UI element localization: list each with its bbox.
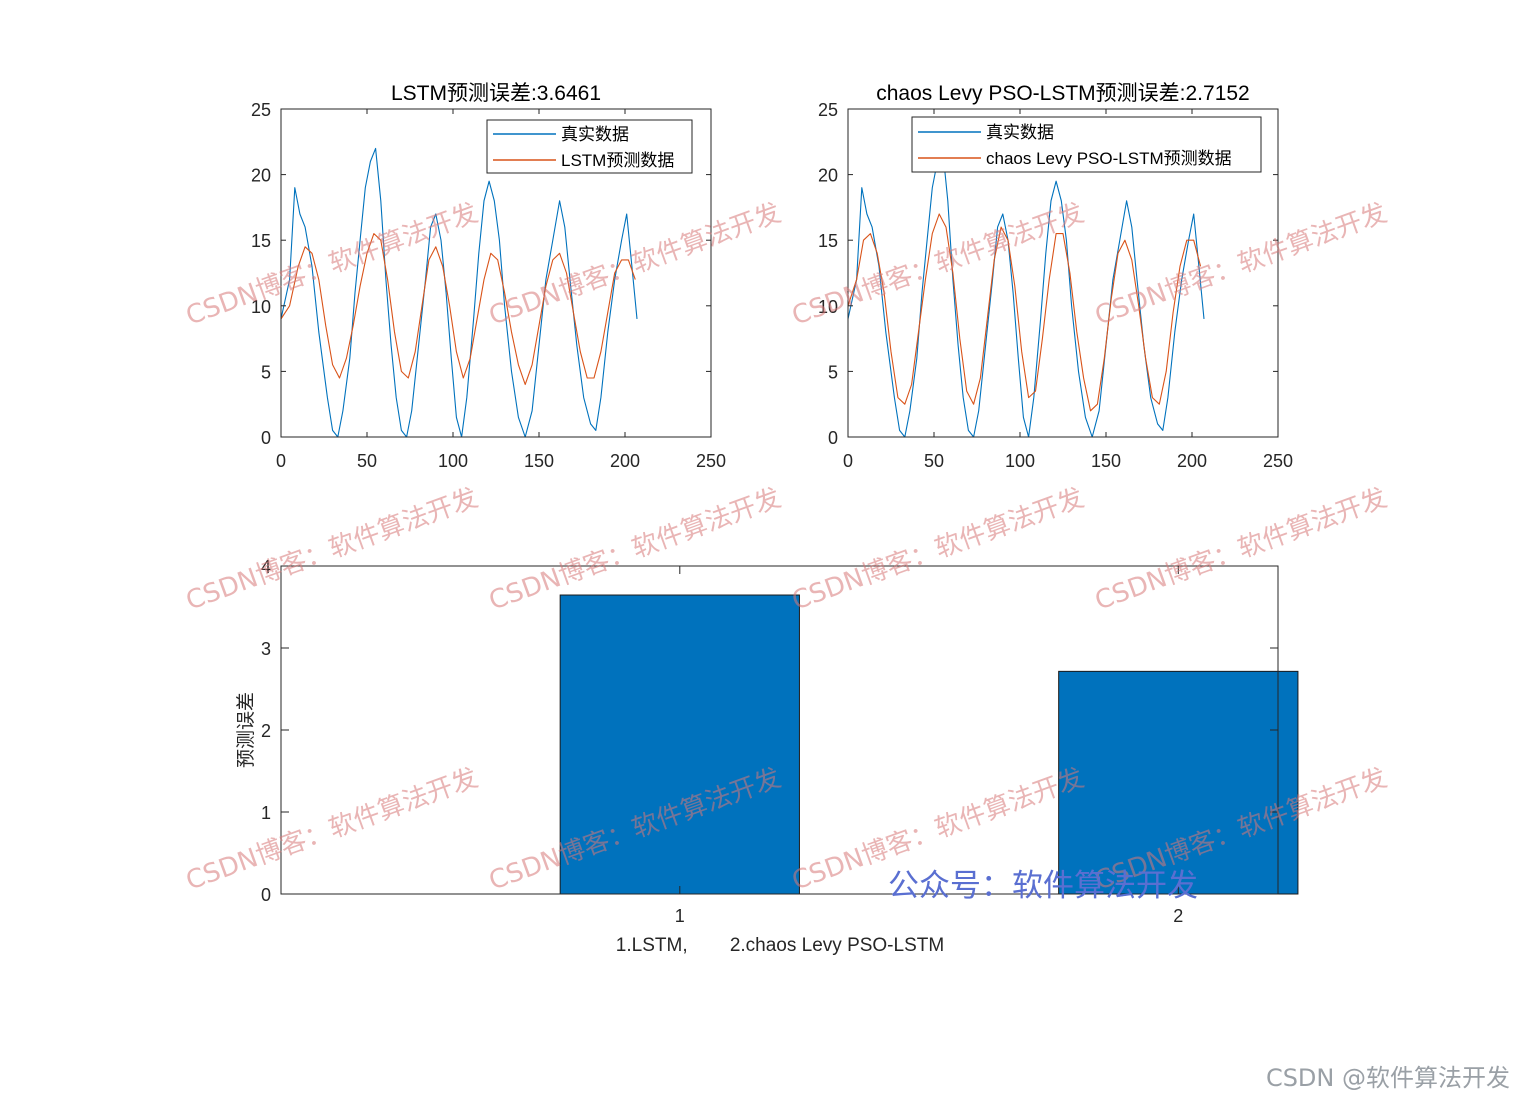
subplot-pso-lstm-x-ticks: 0 50 100 150 200 250 xyxy=(843,109,1293,471)
y-tick-label: 0 xyxy=(261,428,271,448)
x-tick-label: 100 xyxy=(1005,451,1035,471)
legend-box xyxy=(486,119,693,174)
legend-label-real: 真实数据 xyxy=(561,125,629,144)
legend-label-real: 真实数据 xyxy=(986,123,1054,142)
y-tick-label: 4 xyxy=(261,557,271,577)
x-tick-label: 250 xyxy=(1263,451,1293,471)
subplot-lstm-x-ticks: 0 50 100 150 200 250 xyxy=(276,109,726,471)
subplot-lstm-plot-area xyxy=(280,147,638,438)
y-tick-label: 10 xyxy=(251,297,271,317)
public-account-watermark: 公众号：软件算法开发 xyxy=(888,868,1198,904)
x-tick-label: 200 xyxy=(610,451,640,471)
x-tick-label: 150 xyxy=(1091,451,1121,471)
subplot-lstm-legend: 真实数据 LSTM预测数据 xyxy=(486,119,693,174)
csdn-blog-watermark: CSDN博客：软件算法开发 xyxy=(182,198,482,332)
series-line-pred xyxy=(280,233,636,386)
footer-watermark: CSDN @软件算法开发 xyxy=(1266,1064,1510,1092)
y-tick-label: 20 xyxy=(251,166,271,186)
subplot-lstm-title: LSTM预测误差:3.6461 xyxy=(391,82,601,105)
bar-1 xyxy=(559,594,800,895)
x-tick-label: 200 xyxy=(1177,451,1207,471)
series-line-pred xyxy=(847,213,1202,412)
csdn-blog-watermark: CSDN博客：软件算法开发 xyxy=(182,763,482,897)
subplot-lstm-axes-box xyxy=(280,108,712,438)
subplot-pso-lstm-y-ticks: 0 5 10 15 20 25 xyxy=(818,100,1278,448)
bar-plot-area xyxy=(559,594,1299,895)
subplot-pso-lstm: chaos Levy PSO-LSTM预测误差:2.7152 0 50 100 150… xyxy=(818,82,1293,471)
legend-label-pred: LSTM预测数据 xyxy=(561,151,674,170)
y-tick-label: 15 xyxy=(251,231,271,251)
y-tick-label: 2 xyxy=(261,721,271,741)
x-tick-label: 2 xyxy=(1173,906,1183,926)
csdn-blog-watermark: CSDN博客：软件算法开发 xyxy=(788,483,1088,617)
y-tick-label: 5 xyxy=(828,362,838,382)
x-tick-label: 50 xyxy=(357,451,377,471)
y-tick-label: 10 xyxy=(818,297,838,317)
subplot-pso-lstm-legend: 真实数据 chaos Levy PSO-LSTM预测数据 xyxy=(911,116,1262,173)
y-tick-label: 0 xyxy=(828,428,838,448)
x-tick-label: 150 xyxy=(524,451,554,471)
x-tick-label: 0 xyxy=(843,451,853,471)
csdn-blog-watermark: CSDN博客：软件算法开发 xyxy=(1091,198,1391,332)
subplot-pso-lstm-plot-area xyxy=(847,147,1205,438)
y-tick-label: 20 xyxy=(818,166,838,186)
bar-y-axis-label: 预测误差 xyxy=(235,692,257,768)
csdn-blog-watermark: CSDN博客：软件算法开发 xyxy=(1091,483,1391,617)
bar-y-ticks: 0 1 2 3 4 xyxy=(261,557,1278,905)
subplot-pso-lstm-axes-box xyxy=(847,108,1279,438)
subplot-lstm-y-ticks: 0 5 10 15 20 25 xyxy=(251,100,711,448)
y-tick-label: 25 xyxy=(818,100,838,120)
bar-2 xyxy=(1058,670,1299,895)
x-tick-label: 1 xyxy=(675,906,685,926)
subplot-pso-lstm-title: chaos Levy PSO-LSTM预测误差:2.7152 xyxy=(876,82,1249,105)
legend-label-pred: chaos Levy PSO-LSTM预测数据 xyxy=(986,149,1232,168)
y-tick-label: 25 xyxy=(251,100,271,120)
y-tick-label: 15 xyxy=(818,231,838,251)
csdn-blog-watermark: CSDN博客：软件算法开发 xyxy=(485,198,785,332)
x-tick-label: 250 xyxy=(696,451,726,471)
bar-x-axis-label: 1.LSTM, 2.chaos Levy PSO-LSTM xyxy=(616,935,944,956)
y-tick-label: 0 xyxy=(261,885,271,905)
csdn-blog-watermark: CSDN博客：软件算法开发 xyxy=(182,483,482,617)
x-tick-label: 0 xyxy=(276,451,286,471)
legend-box xyxy=(911,116,1262,173)
x-tick-label: 100 xyxy=(438,451,468,471)
y-tick-label: 5 xyxy=(261,362,271,382)
y-tick-label: 1 xyxy=(261,803,271,823)
x-tick-label: 50 xyxy=(924,451,944,471)
y-tick-label: 3 xyxy=(261,639,271,659)
series-line-real xyxy=(280,147,638,438)
subplot-lstm: LSTM预测误差:3.6461 0 50 100 150 200 250 0 5 10 15 20… xyxy=(251,82,726,471)
